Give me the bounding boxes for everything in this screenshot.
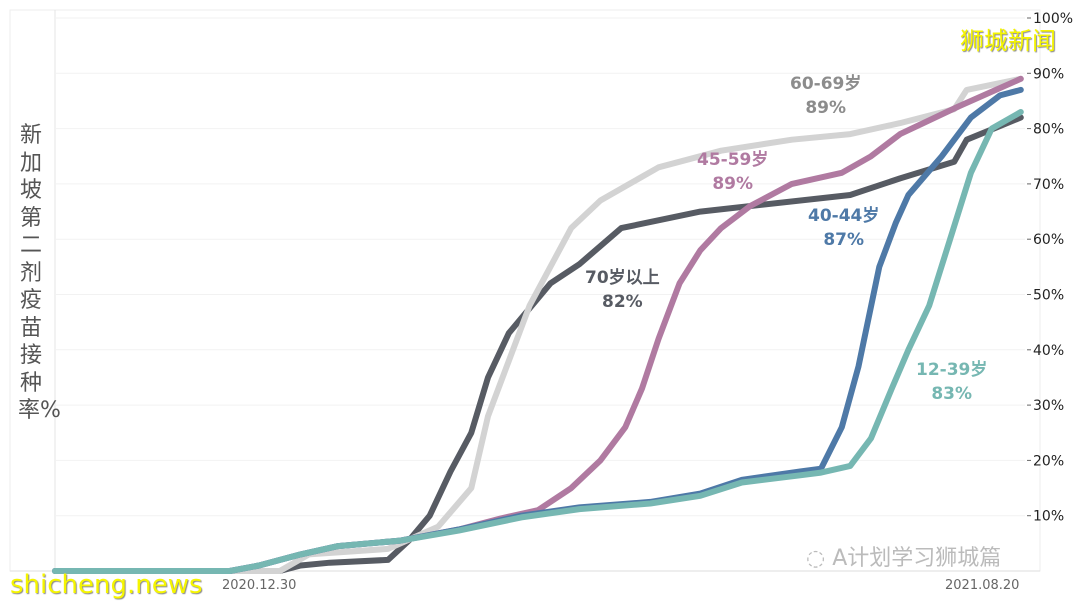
y-tick-label: 50%: [1033, 288, 1064, 304]
label-60-69: 60-69岁 89%: [790, 72, 861, 120]
watermark-wechat-text: A计划学习狮城篇: [832, 546, 1002, 571]
series-value: 89%: [712, 174, 754, 194]
series-line-45-59岁: [52, 75, 1024, 574]
series-value: 89%: [805, 98, 847, 118]
watermark-wechat: ◌ A计划学习狮城篇: [806, 540, 1001, 572]
series-name: 45-59岁: [697, 150, 769, 170]
wechat-icon: ◌: [806, 546, 826, 571]
y-tick-label: 60%: [1033, 232, 1064, 248]
plot-frame: [9, 9, 1041, 572]
series-name: 12-39岁: [916, 360, 988, 380]
series-name: 60-69岁: [790, 74, 862, 94]
series-name: 70岁以上: [585, 268, 660, 288]
y-tick-label: 10%: [1033, 509, 1064, 525]
series-line-70岁以上: [52, 114, 1024, 574]
label-70-plus: 70岁以上 82%: [585, 266, 660, 314]
y-tick-label: 40%: [1033, 343, 1064, 359]
series-value: 83%: [931, 384, 973, 404]
label-40-44: 40-44岁 87%: [808, 204, 879, 252]
series-line-40-44岁: [52, 86, 1024, 574]
label-12-39: 12-39岁 83%: [916, 358, 987, 406]
y-tick-label: 70%: [1033, 177, 1064, 193]
y-tick-label: 90%: [1033, 66, 1064, 82]
y-tick-label: 80%: [1033, 122, 1064, 138]
series-value: 87%: [823, 230, 865, 250]
x-tick-end: 2021.08.20: [945, 578, 1020, 593]
x-tick-start: 2020.12.30: [222, 578, 297, 593]
series-value: 82%: [601, 292, 643, 312]
y-axis-label: 新加坡第二剂疫苗接种率%: [18, 123, 61, 423]
watermark-bottom: shicheng.news: [10, 570, 203, 600]
watermark-top: 狮城新闻: [960, 27, 1056, 55]
series-name: 40-44岁: [808, 206, 880, 226]
y-tick-label: 30%: [1033, 398, 1064, 414]
y-tick-label: 100%: [1033, 11, 1073, 27]
series-line-12-39岁: [52, 109, 1024, 574]
label-45-59: 45-59岁 89%: [697, 148, 768, 196]
y-tick-label: 20%: [1033, 453, 1064, 469]
